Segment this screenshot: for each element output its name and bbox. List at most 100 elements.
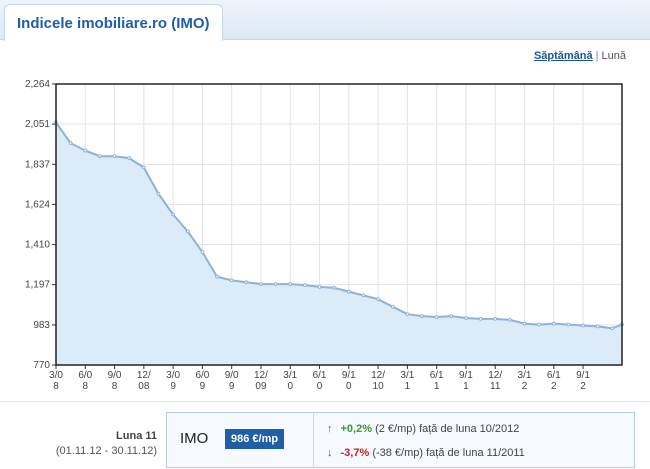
data-point — [215, 274, 219, 279]
x-tick-label: 6/1 — [430, 370, 444, 381]
x-tick-label: 2 — [551, 381, 557, 392]
data-point — [405, 312, 410, 317]
x-tick-label: 3/0 — [166, 370, 180, 381]
x-tick-label: 3/1 — [400, 370, 414, 381]
header-tab[interactable]: Indicele imobiliare.ro (IMO) — [4, 4, 223, 41]
monthly-change-row: ↑ +0,2% (2 €/mp) față de luna 10/2012 — [327, 423, 519, 435]
imo-separator — [313, 413, 314, 467]
period-switch: Săptămână | Lună — [534, 50, 626, 62]
x-tick-label: 9/1 — [342, 370, 356, 381]
data-point — [537, 322, 542, 327]
x-tick-label: 8 — [53, 381, 59, 392]
y-tick-label: 1,197 — [25, 280, 50, 291]
monthly-change-percent: +0,2% — [340, 423, 373, 435]
data-point — [171, 212, 176, 217]
x-tick-label: 09 — [255, 381, 267, 392]
data-point — [434, 315, 439, 319]
x-tick-label: 0 — [346, 381, 352, 392]
x-tick-label: 9 — [200, 381, 206, 392]
x-tick-label: 8 — [112, 381, 118, 392]
data-point — [141, 165, 146, 170]
y-tick-label: 983 — [33, 320, 50, 331]
data-point — [317, 285, 322, 289]
month-range: (01.11.12 - 30.11.12) — [55, 445, 157, 457]
x-tick-label: 2 — [522, 381, 528, 392]
arrow-down-icon: ↓ — [327, 447, 333, 459]
yearly-change-row: ↓ -3,7% (-38 €/mp) față de luna 11/2011 — [327, 447, 525, 459]
data-point — [68, 141, 73, 145]
imo-summary-box: IMO 986 €/mp ↑ +0,2% (2 €/mp) față de lun… — [166, 412, 635, 468]
data-point — [98, 154, 102, 159]
data-point — [229, 278, 234, 283]
x-tick-label: 12/ — [488, 370, 502, 381]
x-tick-label: 1 — [405, 381, 411, 392]
x-tick-label: 11 — [490, 381, 501, 392]
data-point — [332, 285, 337, 290]
x-tick-label: 6/1 — [313, 370, 327, 381]
x-tick-label: 2 — [580, 381, 586, 392]
x-tick-label: 9/1 — [459, 370, 473, 381]
data-point — [581, 323, 585, 328]
data-point — [493, 317, 498, 321]
period-separator: | — [595, 50, 599, 62]
y-tick-label: 2,264 — [25, 79, 50, 90]
data-point — [259, 282, 263, 287]
x-tick-label: 1 — [463, 381, 469, 392]
data-point — [376, 297, 380, 302]
y-tick-label: 2,051 — [25, 119, 50, 130]
x-tick-label: 9/0 — [108, 370, 122, 381]
data-point — [83, 148, 88, 153]
data-point — [522, 321, 527, 326]
data-point — [449, 314, 454, 318]
x-tick-label: 12/ — [137, 370, 151, 381]
y-tick-label: 1,837 — [25, 159, 50, 170]
data-point — [390, 304, 395, 309]
data-point — [478, 317, 483, 321]
x-tick-label: 9/1 — [576, 370, 590, 381]
x-tick-label: 8 — [82, 381, 88, 392]
x-tick-label: 3/0 — [49, 370, 63, 381]
data-point — [156, 191, 161, 196]
x-tick-label: 12/ — [254, 370, 268, 381]
x-tick-label: 6/1 — [547, 370, 561, 381]
data-point — [346, 289, 351, 294]
period-month-link[interactable]: Lună — [601, 50, 626, 62]
data-point — [288, 282, 293, 287]
header-bar: Indicele imobiliare.ro (IMO) — [0, 0, 650, 41]
x-tick-label: 3/1 — [283, 370, 297, 381]
data-point — [507, 317, 512, 322]
data-point — [200, 250, 205, 255]
period-week-link[interactable]: Săptămână — [533, 50, 593, 62]
x-tick-label: 08 — [138, 381, 150, 392]
data-point — [595, 324, 600, 329]
data-point — [127, 156, 132, 161]
month-label: Luna 11 — [116, 430, 157, 442]
data-point — [551, 321, 556, 326]
series-line — [55, 121, 623, 330]
data-point — [610, 326, 615, 331]
x-tick-label: 3/1 — [518, 370, 532, 381]
x-tick-label: 10 — [373, 381, 385, 392]
y-tick-label: 1,624 — [25, 199, 50, 210]
data-point — [464, 316, 468, 320]
data-point — [566, 322, 571, 327]
x-tick-label: 6/0 — [195, 370, 209, 381]
monthly-change-text: (2 €/mp) față de luna 10/2012 — [375, 423, 520, 435]
imo-chart: 2,2642,0511,8371,6241,4101,1979837703/08… — [25, 79, 624, 392]
page-title: Indicele imobiliare.ro (IMO) — [17, 14, 210, 32]
data-point — [112, 154, 117, 159]
imo-label: IMO — [180, 430, 209, 447]
divider — [0, 401, 650, 402]
x-tick-label: 0 — [317, 381, 323, 392]
data-point — [273, 282, 278, 287]
yearly-change-text: (-38 €/mp) față de luna 11/2011 — [372, 447, 525, 459]
x-tick-label: 6/0 — [78, 370, 92, 381]
x-tick-label: 12/ — [371, 370, 385, 381]
x-tick-label: 0 — [287, 381, 293, 392]
data-point — [244, 280, 249, 285]
data-point — [420, 314, 424, 318]
x-tick-label: 9 — [229, 381, 235, 392]
x-tick-label: 9 — [170, 381, 176, 392]
series-area — [56, 122, 622, 366]
y-tick-label: 770 — [33, 360, 50, 371]
